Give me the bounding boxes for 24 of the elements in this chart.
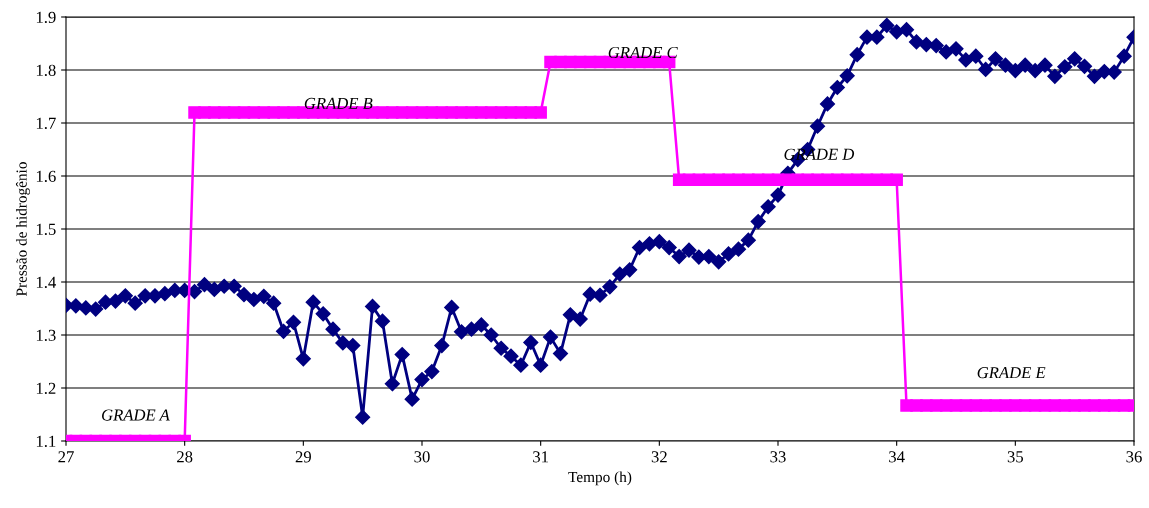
- x-tick-label: 35: [1007, 451, 1024, 463]
- y-tick-label: 1.5: [36, 223, 56, 236]
- y-tick-label: 1.4: [36, 276, 57, 289]
- x-tick-label: 36: [1126, 451, 1142, 463]
- y-axis-title: Pressão de hidrogênio: [15, 162, 30, 297]
- y-tick-label: 1.3: [36, 329, 56, 342]
- y-tick-label: 1.6: [36, 170, 56, 183]
- y-tick-label: 1.8: [36, 64, 56, 77]
- x-tick-label: 29: [295, 451, 311, 463]
- x-tick-label: 28: [177, 451, 193, 463]
- annotation: GRADE E: [977, 367, 1046, 379]
- y-tick-label: 1.7: [36, 117, 56, 130]
- x-tick-label: 33: [770, 451, 786, 463]
- annotation: GRADE C: [608, 46, 678, 59]
- x-tick-label: 27: [58, 451, 74, 463]
- x-tick-label: 31: [533, 451, 548, 463]
- x-axis-title: Tempo (h): [568, 471, 632, 486]
- y-tick-label: 1.1: [36, 435, 56, 448]
- x-tick-label: 30: [414, 451, 430, 463]
- x-tick-label: 32: [651, 451, 667, 463]
- y-tick-label: 1.2: [36, 382, 56, 395]
- x-tick-label: 34: [889, 451, 905, 463]
- annotation: GRADE A: [102, 409, 170, 421]
- y-tick-label: 1.9: [36, 11, 56, 24]
